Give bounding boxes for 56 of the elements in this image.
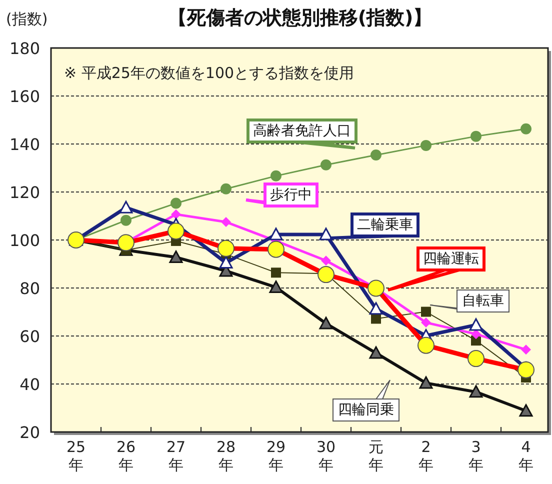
point bbox=[419, 376, 433, 389]
point bbox=[220, 183, 232, 194]
point bbox=[119, 200, 133, 214]
annotation: ※ 平成25年の数値を100とする指数を使用 bbox=[64, 64, 354, 82]
point bbox=[170, 198, 182, 209]
y-tick-label: 180 bbox=[9, 39, 40, 58]
x-tick-label: 26年 bbox=[116, 438, 136, 474]
point bbox=[319, 316, 333, 330]
y-tick-label: 60 bbox=[20, 327, 40, 346]
y-tick-label: 160 bbox=[9, 87, 40, 106]
point bbox=[369, 302, 383, 315]
series-label: 二輪乗車 bbox=[357, 217, 413, 233]
y-tick-label: 140 bbox=[9, 135, 40, 154]
point bbox=[319, 228, 333, 240]
point bbox=[169, 250, 183, 264]
point bbox=[370, 150, 382, 161]
point bbox=[269, 280, 283, 294]
y-tick-label: 80 bbox=[20, 279, 40, 298]
point bbox=[519, 404, 533, 417]
x-tick-label: 元年 bbox=[368, 438, 384, 474]
y-axis-title: (指数) bbox=[6, 10, 48, 28]
point bbox=[320, 159, 332, 170]
point bbox=[271, 268, 281, 278]
series-label: 高齢者免許人口 bbox=[253, 123, 351, 139]
point bbox=[469, 385, 483, 398]
x-tick-label: 3年 bbox=[468, 438, 484, 474]
x-tick-label: 30年 bbox=[316, 438, 336, 474]
point bbox=[269, 228, 283, 240]
point bbox=[270, 170, 282, 182]
point bbox=[421, 306, 431, 317]
x-tick-label: 25年 bbox=[66, 438, 86, 474]
point bbox=[421, 318, 431, 328]
point bbox=[520, 123, 532, 134]
point bbox=[469, 318, 483, 331]
y-tick-label: 40 bbox=[20, 375, 40, 394]
series-label: 自転車 bbox=[462, 293, 504, 309]
x-tick-label: 4年 bbox=[518, 438, 534, 474]
point bbox=[219, 256, 233, 269]
x-tick-label: 27年 bbox=[166, 438, 186, 474]
point bbox=[321, 256, 331, 266]
point bbox=[221, 217, 231, 227]
x-tick-label: 2年 bbox=[418, 438, 434, 474]
point bbox=[120, 214, 132, 226]
point bbox=[369, 346, 383, 359]
point bbox=[470, 130, 482, 142]
point bbox=[420, 140, 432, 151]
y-tick-label: 100 bbox=[9, 231, 40, 250]
point bbox=[371, 314, 381, 324]
point bbox=[171, 209, 181, 220]
x-tick-label: 29年 bbox=[266, 438, 286, 474]
chart-title: 【死傷者の状態別推移(指数)】 bbox=[168, 7, 432, 29]
x-tick-label: 28年 bbox=[216, 438, 236, 474]
y-tick-label: 120 bbox=[9, 183, 40, 202]
y-tick-label: 20 bbox=[20, 423, 40, 442]
point bbox=[521, 344, 531, 355]
point bbox=[471, 329, 481, 340]
